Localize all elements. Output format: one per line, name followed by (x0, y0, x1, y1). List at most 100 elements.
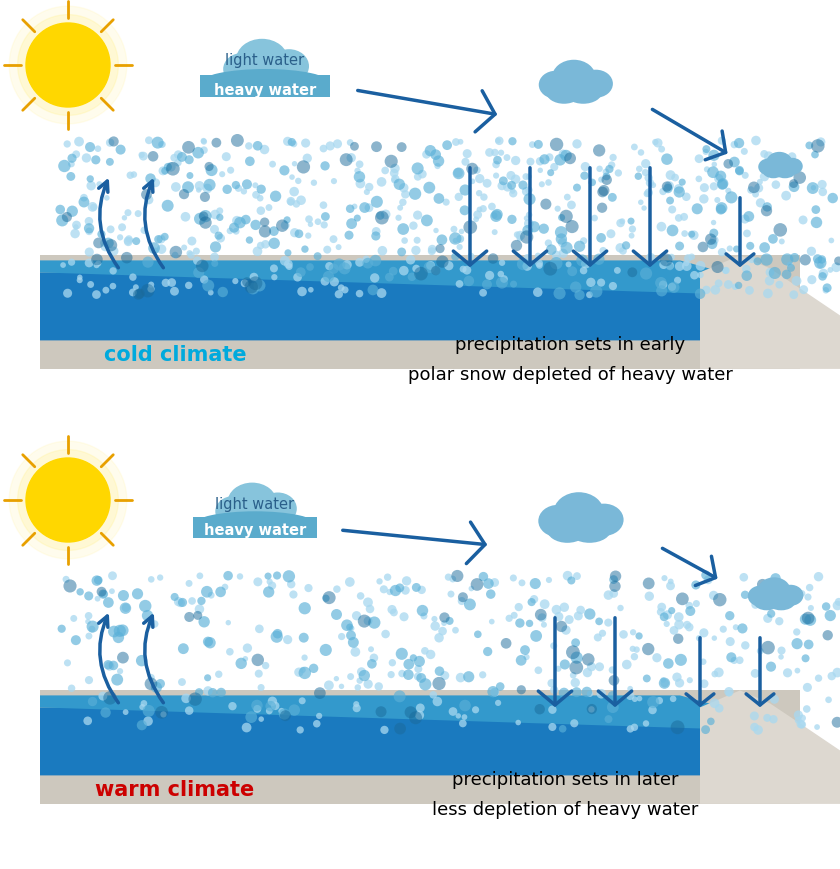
Point (60, 137, 74, 151)
Point (335, 680, 349, 693)
Point (147, 241, 160, 255)
Point (197, 273, 211, 287)
Point (690, 597, 703, 611)
Point (794, 717, 807, 731)
Point (192, 602, 206, 616)
Point (418, 677, 432, 691)
Point (758, 147, 771, 161)
Point (132, 288, 145, 302)
Circle shape (26, 458, 110, 542)
Point (288, 226, 302, 240)
Point (476, 570, 490, 584)
Point (258, 224, 271, 238)
Point (544, 166, 558, 180)
Point (573, 239, 586, 253)
Point (465, 581, 478, 595)
Point (197, 143, 211, 157)
Point (595, 231, 608, 245)
Point (363, 602, 376, 616)
Point (795, 587, 809, 600)
Point (224, 163, 238, 177)
Point (814, 255, 827, 269)
Point (504, 169, 517, 182)
Point (664, 579, 677, 593)
Point (592, 614, 606, 628)
Ellipse shape (552, 60, 596, 96)
Point (513, 616, 527, 630)
Point (197, 209, 210, 223)
Point (515, 576, 528, 590)
Point (556, 235, 570, 249)
Point (370, 140, 383, 154)
Point (144, 677, 158, 691)
Point (360, 252, 373, 266)
Point (244, 710, 258, 724)
Point (201, 182, 214, 196)
Point (627, 626, 640, 640)
Point (151, 136, 165, 149)
Point (760, 253, 774, 267)
Point (298, 601, 312, 615)
Point (805, 244, 818, 258)
Point (410, 580, 423, 594)
Point (634, 145, 648, 159)
Point (671, 273, 685, 287)
Point (823, 608, 837, 622)
Point (559, 149, 573, 163)
Point (269, 189, 282, 203)
Point (501, 150, 514, 164)
Point (281, 135, 294, 149)
Point (723, 242, 737, 255)
Point (226, 700, 239, 713)
Point (545, 676, 559, 690)
Point (117, 588, 130, 602)
Point (740, 227, 753, 241)
Point (287, 703, 301, 717)
Point (360, 185, 374, 199)
Point (240, 275, 254, 289)
Point (561, 568, 575, 582)
Point (361, 256, 375, 270)
Point (116, 623, 129, 637)
Point (302, 581, 315, 595)
Point (182, 610, 196, 624)
Point (395, 647, 408, 660)
Point (573, 288, 586, 302)
Point (452, 709, 465, 723)
Point (440, 138, 454, 152)
Point (533, 155, 547, 169)
Point (719, 263, 732, 277)
Point (142, 193, 155, 207)
Point (368, 271, 381, 285)
Point (658, 676, 671, 690)
Point (349, 609, 363, 623)
Point (208, 256, 222, 270)
Point (740, 269, 753, 282)
Point (444, 587, 458, 601)
Point (477, 190, 491, 204)
Point (491, 153, 504, 167)
Point (183, 246, 197, 260)
Point (218, 580, 232, 594)
Point (82, 215, 96, 229)
Point (634, 196, 648, 209)
Point (648, 136, 662, 149)
Point (278, 707, 291, 721)
Point (825, 669, 838, 683)
Point (708, 667, 722, 681)
Point (799, 253, 812, 267)
Point (338, 262, 351, 275)
Ellipse shape (748, 586, 774, 607)
Ellipse shape (547, 515, 588, 543)
Point (84, 277, 97, 291)
Point (830, 261, 840, 275)
Point (451, 166, 465, 180)
Polygon shape (40, 272, 760, 341)
Text: cold climate: cold climate (103, 345, 246, 365)
Point (606, 150, 620, 164)
Point (286, 587, 300, 601)
Point (675, 653, 688, 667)
Point (176, 595, 189, 609)
Point (209, 240, 223, 254)
Point (758, 241, 771, 255)
